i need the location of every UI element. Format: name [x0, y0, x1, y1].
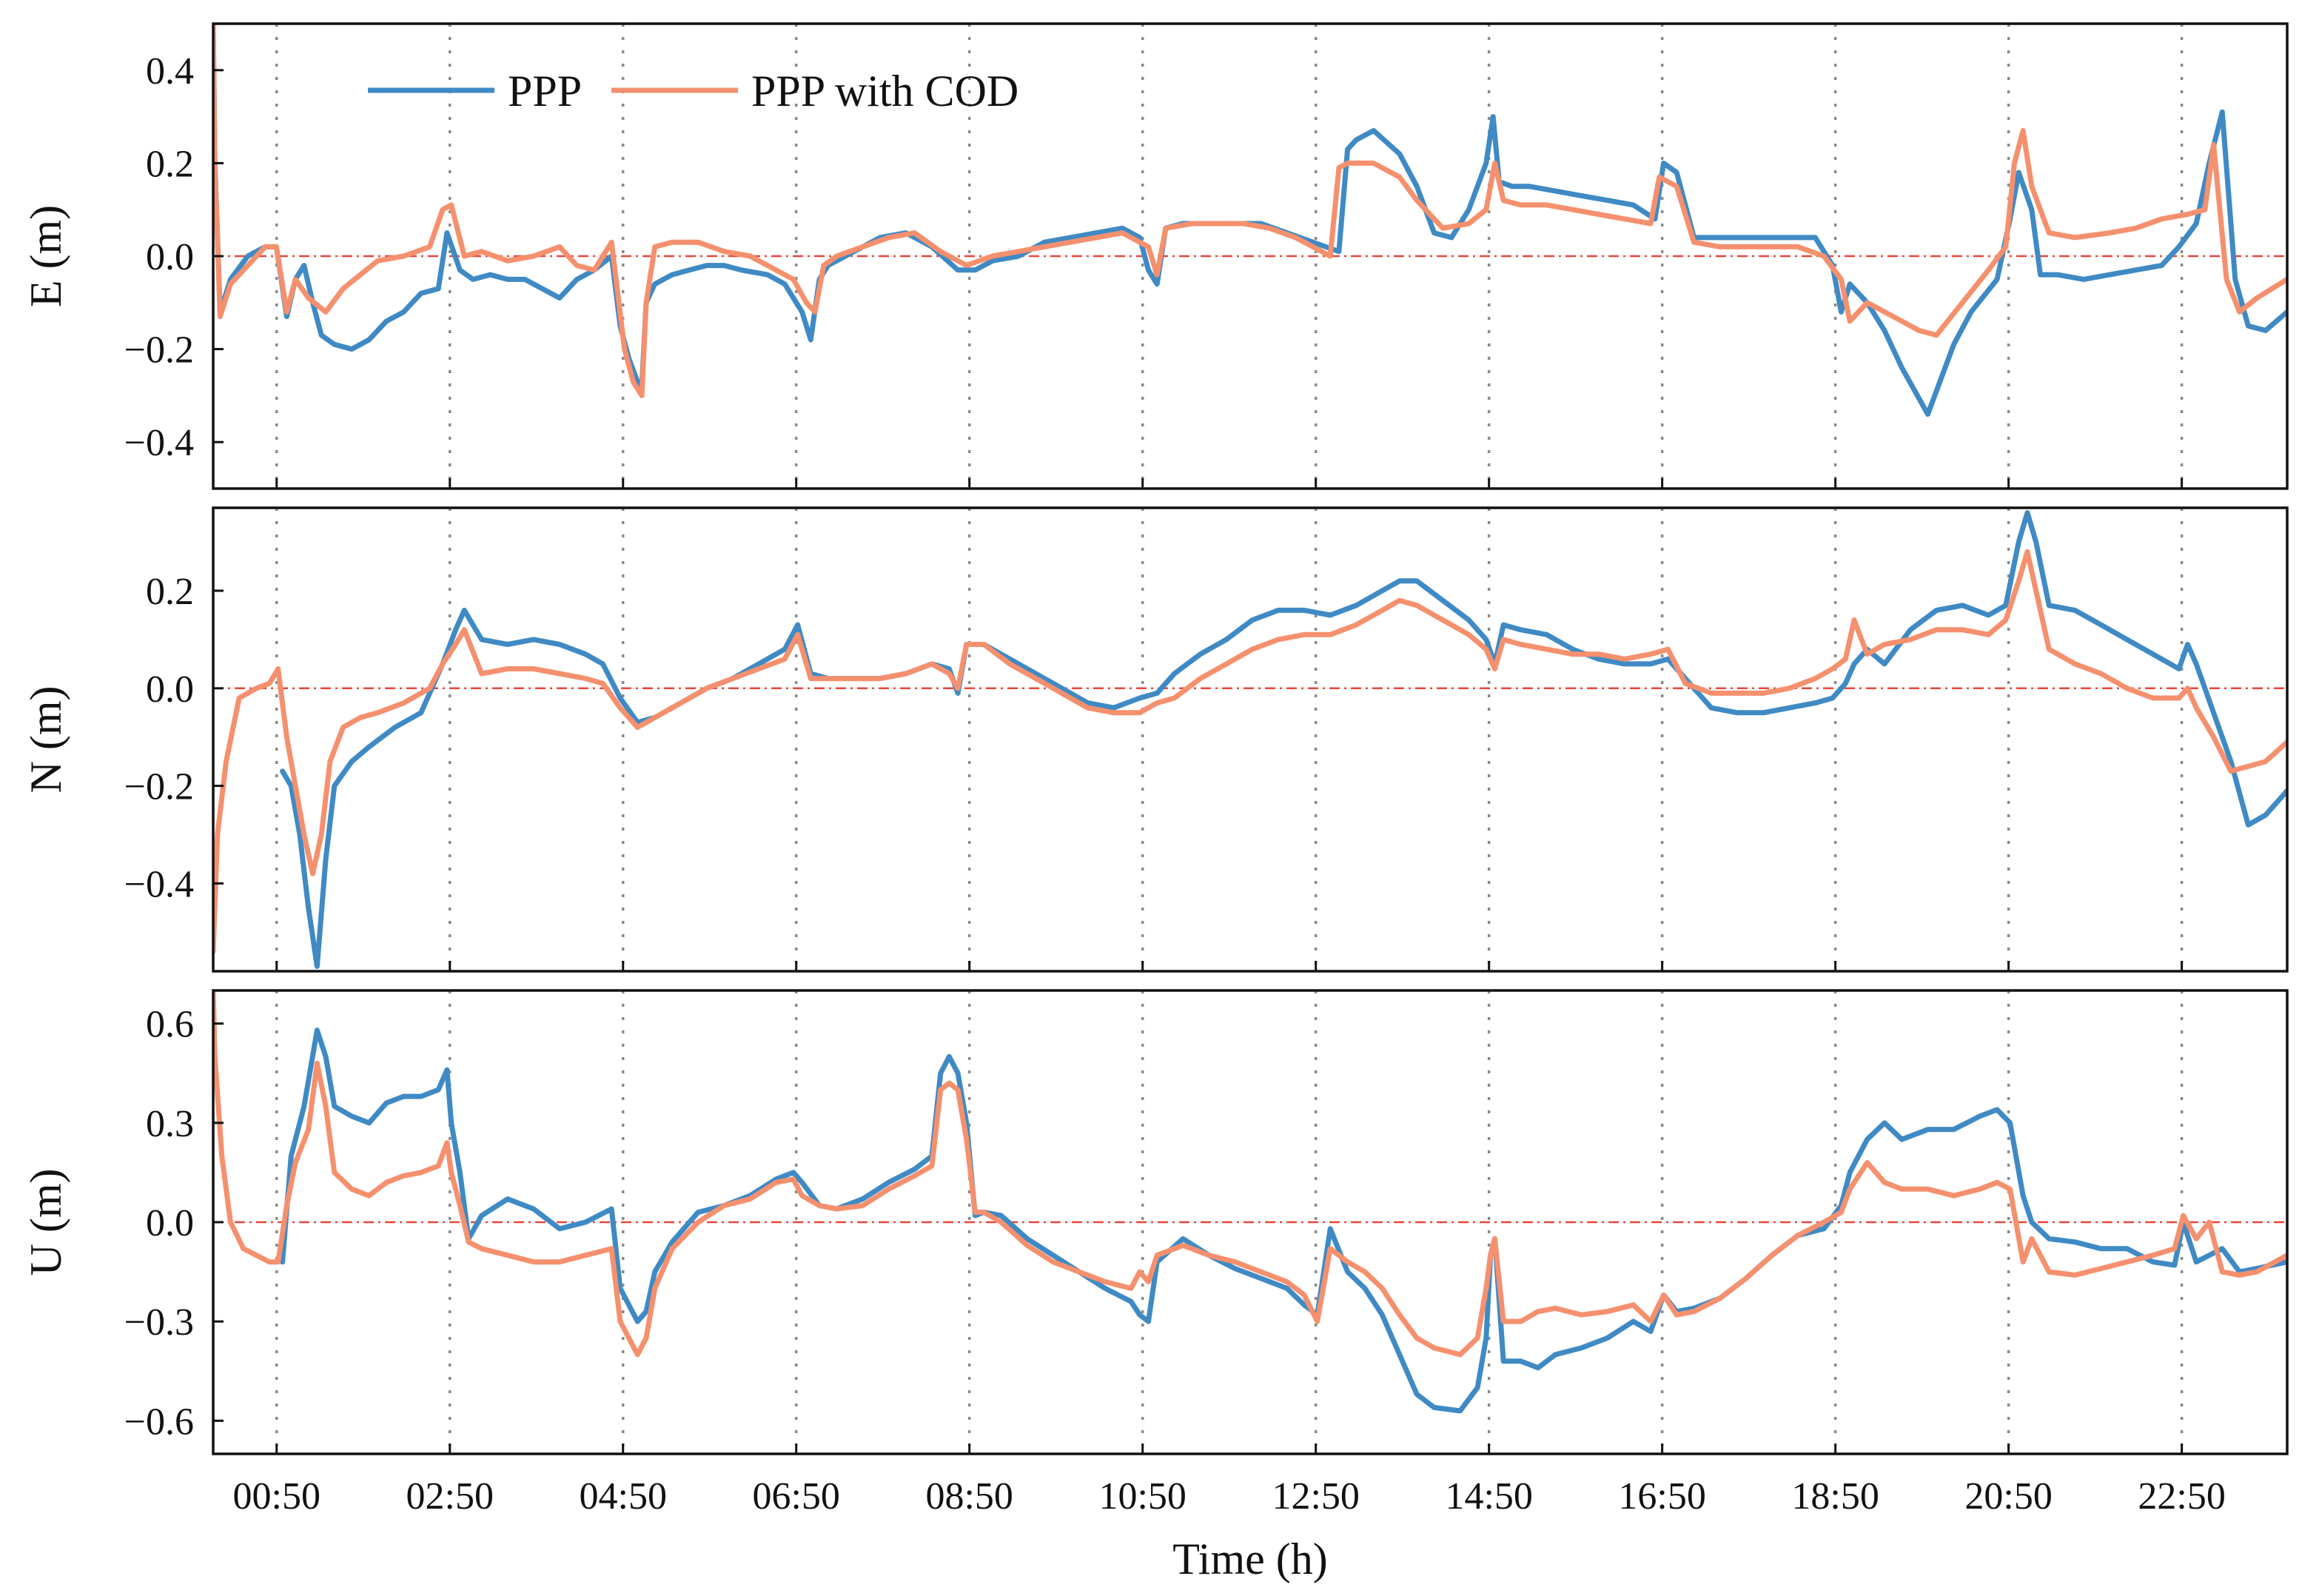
panel-n-line-ppp-with-cod — [213, 549, 2287, 955]
panel-n-ytick-label: 0.2 — [146, 571, 194, 613]
x-tick-label: 20:50 — [1964, 1475, 2052, 1518]
x-tick-label: 06:50 — [752, 1475, 839, 1518]
x-tick-label: 02:50 — [406, 1475, 494, 1518]
panel-e-series — [213, 24, 2287, 417]
legend: PPP PPP with COD — [368, 67, 1018, 115]
panel-n-ytick-label: 0.0 — [146, 668, 194, 711]
panel-n-ytick-label: −0.4 — [124, 863, 194, 905]
x-tick-label: 10:50 — [1098, 1475, 1186, 1518]
panel-u-ytick-label: −0.3 — [124, 1301, 194, 1344]
x-tick-label: 00:50 — [233, 1475, 320, 1518]
panel-e-ylabel: E (m) — [21, 205, 70, 307]
panel-e-ytick-label: 0.4 — [146, 50, 194, 93]
legend-label-ppp: PPP — [508, 67, 582, 115]
panel-u-ytick-label: 0.0 — [146, 1202, 194, 1244]
panel-e-ytick-label: 0.2 — [146, 143, 194, 185]
panel-n-line-ppp — [280, 510, 2287, 969]
panel-n-frame — [212, 506, 2289, 973]
panel-u-ytick-label: 0.6 — [146, 1004, 194, 1046]
panel-u-line-ppp-with-cod — [213, 990, 2287, 1358]
panel-u-ytick-label: −0.6 — [124, 1401, 194, 1443]
legend-label-ppp-with-cod: PPP with COD — [751, 67, 1018, 115]
panel-e-ytick-label: −0.4 — [124, 422, 194, 464]
x-tick-label: 04:50 — [580, 1475, 667, 1518]
panel-u-line-ppp — [280, 1027, 2287, 1414]
x-tick-label: 14:50 — [1445, 1475, 1532, 1518]
panel-n-ylabel: N (m) — [21, 686, 70, 794]
panel-n-series — [213, 510, 2287, 969]
panel-u-ytick-label: 0.3 — [146, 1103, 194, 1145]
x-tick-label: 16:50 — [1618, 1475, 1705, 1518]
panel-u-ylabel: U (m) — [21, 1169, 70, 1276]
panel-e-ytick-label: 0.0 — [146, 236, 194, 278]
x-tick-label: 08:50 — [925, 1475, 1013, 1518]
x-tick-label: 22:50 — [2138, 1475, 2225, 1518]
panel-n: −0.4 −0.2 0.0 0.2 N (m) — [21, 506, 2289, 973]
panel-e: −0.4 −0.2 0.0 0.2 0.4 E (m) — [21, 22, 2289, 490]
panel-n-ytick-label: −0.2 — [124, 766, 194, 808]
panel-e-line-ppp-with-cod — [213, 24, 2287, 398]
x-tick-label: 18:50 — [1791, 1475, 1879, 1518]
x-tick-label: 12:50 — [1272, 1475, 1359, 1518]
x-axis-label: Time (h) — [1172, 1535, 1327, 1583]
panel-e-ytick-label: −0.2 — [124, 329, 194, 372]
panel-e-line-ppp — [213, 24, 2287, 417]
panel-u: −0.6 −0.3 0.0 0.3 0.6 U (m) — [21, 989, 2289, 1455]
panel-u-series — [213, 990, 2287, 1414]
